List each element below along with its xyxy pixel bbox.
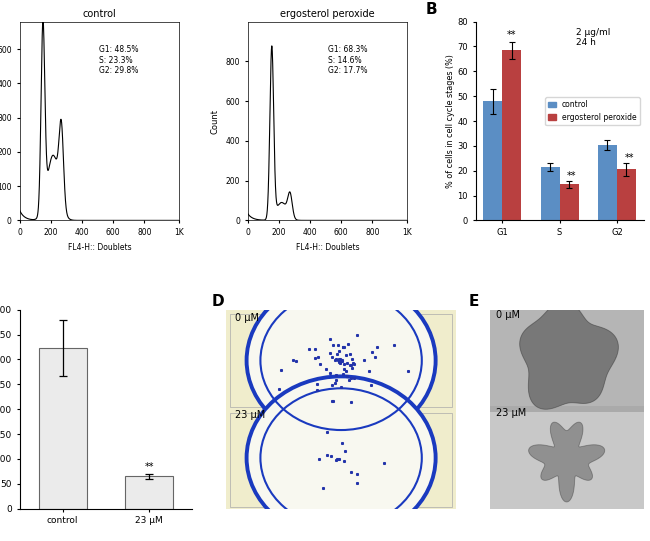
Circle shape — [246, 279, 436, 442]
Y-axis label: % of cells in cell cycle stages (%): % of cells in cell cycle stages (%) — [446, 54, 454, 188]
X-axis label: FL4-H:: Doublets: FL4-H:: Doublets — [296, 242, 359, 252]
FancyBboxPatch shape — [231, 314, 452, 407]
Title: ergosterol peroxide: ergosterol peroxide — [280, 10, 375, 19]
Text: D: D — [212, 294, 225, 309]
Text: B: B — [425, 2, 437, 17]
Text: **: ** — [625, 153, 634, 163]
Bar — [502, 50, 521, 220]
Text: 0 μM: 0 μM — [235, 313, 259, 323]
Legend: control, ergosterol peroxide: control, ergosterol peroxide — [545, 97, 640, 125]
Text: G1: 68.3%
S: 14.6%
G2: 17.7%: G1: 68.3% S: 14.6% G2: 17.7% — [328, 45, 367, 75]
Bar — [490, 310, 644, 406]
Bar — [541, 167, 560, 220]
Bar — [484, 101, 502, 220]
Text: 23 μM: 23 μM — [496, 408, 526, 418]
Text: 2 μg/ml
24 h: 2 μg/ml 24 h — [577, 28, 611, 47]
Text: E: E — [468, 294, 478, 309]
FancyBboxPatch shape — [231, 413, 452, 506]
Bar — [560, 184, 578, 220]
Bar — [39, 348, 86, 509]
Text: **: ** — [507, 30, 517, 40]
Text: **: ** — [144, 462, 154, 472]
Text: 23 μM: 23 μM — [235, 410, 265, 420]
Bar — [125, 476, 173, 509]
Text: G1: 48.5%
S: 23.3%
G2: 29.8%: G1: 48.5% S: 23.3% G2: 29.8% — [99, 45, 139, 75]
Bar — [617, 169, 636, 220]
Polygon shape — [529, 423, 604, 502]
Bar — [598, 144, 617, 220]
Text: **: ** — [567, 170, 577, 181]
Title: control: control — [83, 10, 116, 19]
Text: 0 μM: 0 μM — [496, 310, 520, 320]
Circle shape — [246, 377, 436, 539]
X-axis label: FL4-H:: Doublets: FL4-H:: Doublets — [68, 242, 131, 252]
Y-axis label: Count: Count — [211, 109, 220, 134]
Bar — [490, 412, 644, 509]
Polygon shape — [520, 301, 618, 409]
